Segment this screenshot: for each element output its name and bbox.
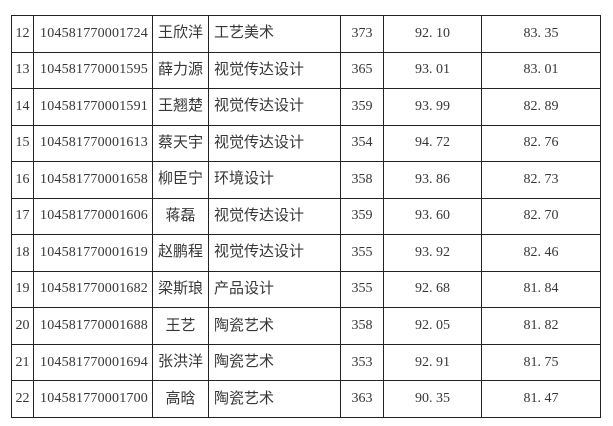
cell-total_score: 83. 01 [481, 51, 601, 90]
cell-initial_score: 373 [340, 15, 384, 53]
cell-retest_score: 93. 92 [383, 234, 482, 272]
cell-total_score: 81. 75 [481, 343, 601, 382]
cell-major: 陶瓷艺术 [208, 380, 341, 418]
cell-major: 视觉传达设计 [208, 197, 341, 236]
cell-rank: 14 [11, 88, 34, 126]
table-row: 20 104581770001688 王艺 陶瓷艺术 358 92. 05 81. 82 [11, 307, 601, 345]
cell-total_score: 81. 84 [481, 270, 601, 309]
cell-retest_score: 92. 91 [383, 343, 482, 382]
cell-candidate_id: 104581770001682 [33, 270, 153, 309]
table-row: 22 104581770001700 高晗 陶瓷艺术 363 90. 35 81. 47 [11, 380, 601, 418]
cell-retest_score: 93. 60 [383, 197, 482, 236]
cell-total_score: 82. 73 [481, 161, 601, 199]
cell-retest_score: 90. 35 [383, 380, 482, 418]
cell-initial_score: 355 [340, 234, 384, 272]
table-row: 14 104581770001591 王翘楚 视觉传达设计 359 93. 99 82. 8… [11, 88, 601, 126]
cell-name: 高晗 [152, 380, 209, 418]
table-row: 12 104581770001724 王欣洋 工艺美术 373 92. 10 83. 35 [11, 15, 601, 53]
cell-rank: 13 [11, 51, 34, 90]
table-row: 16 104581770001658 柳臣宁 环境设计 358 93. 86 82. 73 [11, 161, 601, 199]
cell-initial_score: 359 [340, 88, 384, 126]
cell-major: 陶瓷艺术 [208, 307, 341, 345]
cell-retest_score: 94. 72 [383, 124, 482, 163]
table-row: 18 104581770001619 赵鹏程 视觉传达设计 355 93. 92 82. 4… [11, 234, 601, 272]
cell-initial_score: 358 [340, 161, 384, 199]
admission-score-table: 12 104581770001724 王欣洋 工艺美术 373 92. 10 83. 35 1… [11, 15, 601, 418]
cell-candidate_id: 104581770001700 [33, 380, 153, 418]
cell-retest_score: 92. 68 [383, 270, 482, 309]
cell-name: 王欣洋 [152, 15, 209, 53]
cell-candidate_id: 104581770001694 [33, 343, 153, 382]
cell-major: 陶瓷艺术 [208, 343, 341, 382]
cell-name: 薛力源 [152, 51, 209, 90]
cell-retest_score: 93. 01 [383, 51, 482, 90]
cell-rank: 21 [11, 343, 34, 382]
cell-candidate_id: 104581770001619 [33, 234, 153, 272]
cell-candidate_id: 104581770001658 [33, 161, 153, 199]
cell-total_score: 82. 70 [481, 197, 601, 236]
cell-retest_score: 92. 05 [383, 307, 482, 345]
cell-total_score: 82. 76 [481, 124, 601, 163]
cell-total_score: 82. 46 [481, 234, 601, 272]
cell-name: 蔡天宇 [152, 124, 209, 163]
cell-initial_score: 359 [340, 197, 384, 236]
cell-total_score: 81. 47 [481, 380, 601, 418]
cell-rank: 18 [11, 234, 34, 272]
cell-rank: 12 [11, 15, 34, 53]
cell-initial_score: 363 [340, 380, 384, 418]
cell-name: 蒋磊 [152, 197, 209, 236]
cell-initial_score: 358 [340, 307, 384, 345]
cell-candidate_id: 104581770001613 [33, 124, 153, 163]
cell-name: 梁斯琅 [152, 270, 209, 309]
table-row: 15 104581770001613 蔡天宇 视觉传达设计 354 94. 72 82. 7… [11, 124, 601, 163]
cell-candidate_id: 104581770001724 [33, 15, 153, 53]
cell-initial_score: 355 [340, 270, 384, 309]
cell-name: 王翘楚 [152, 88, 209, 126]
cell-retest_score: 92. 10 [383, 15, 482, 53]
cell-rank: 15 [11, 124, 34, 163]
table-row: 19 104581770001682 梁斯琅 产品设计 355 92. 68 81. 84 [11, 270, 601, 309]
cell-retest_score: 93. 99 [383, 88, 482, 126]
cell-major: 产品设计 [208, 270, 341, 309]
cell-name: 王艺 [152, 307, 209, 345]
cell-rank: 19 [11, 270, 34, 309]
table-row: 13 104581770001595 薛力源 视觉传达设计 365 93. 01 83. 0… [11, 51, 601, 90]
cell-major: 视觉传达设计 [208, 88, 341, 126]
cell-major: 视觉传达设计 [208, 124, 341, 163]
cell-total_score: 82. 89 [481, 88, 601, 126]
cell-rank: 20 [11, 307, 34, 345]
table-row: 21 104581770001694 张洪洋 陶瓷艺术 353 92. 91 81. 75 [11, 343, 601, 382]
cell-name: 柳臣宁 [152, 161, 209, 199]
cell-initial_score: 365 [340, 51, 384, 90]
cell-initial_score: 354 [340, 124, 384, 163]
cell-rank: 22 [11, 380, 34, 418]
cell-total_score: 83. 35 [481, 15, 601, 53]
cell-rank: 16 [11, 161, 34, 199]
cell-retest_score: 93. 86 [383, 161, 482, 199]
cell-major: 视觉传达设计 [208, 51, 341, 90]
cell-major: 视觉传达设计 [208, 234, 341, 272]
cell-candidate_id: 104581770001606 [33, 197, 153, 236]
cell-candidate_id: 104581770001688 [33, 307, 153, 345]
cell-candidate_id: 104581770001595 [33, 51, 153, 90]
table-row: 17 104581770001606 蒋磊 视觉传达设计 359 93. 60 82. 70 [11, 197, 601, 236]
cell-major: 工艺美术 [208, 15, 341, 53]
cell-initial_score: 353 [340, 343, 384, 382]
cell-name: 张洪洋 [152, 343, 209, 382]
cell-candidate_id: 104581770001591 [33, 88, 153, 126]
cell-name: 赵鹏程 [152, 234, 209, 272]
cell-major: 环境设计 [208, 161, 341, 199]
cell-rank: 17 [11, 197, 34, 236]
cell-total_score: 81. 82 [481, 307, 601, 345]
table-body: 12 104581770001724 王欣洋 工艺美术 373 92. 10 83. 35 1… [11, 15, 601, 418]
